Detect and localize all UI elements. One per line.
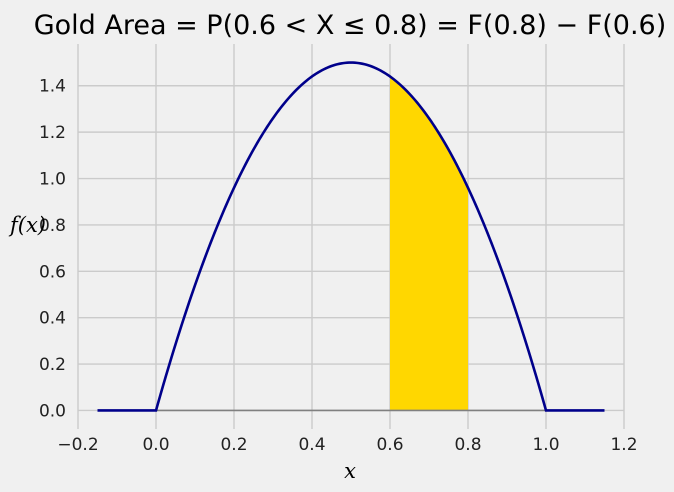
y-tick-label: 0.0 <box>39 401 66 421</box>
y-tick-label: 0.4 <box>39 309 66 329</box>
y-tick-labels: 0.0 0.2 0.4 0.6 0.8 1.0 1.2 1.4 <box>39 77 66 422</box>
grid <box>77 44 625 429</box>
y-tick-label: 1.4 <box>39 77 66 97</box>
x-tick-label: 0.4 <box>298 435 325 455</box>
chart-title: Gold Area = P(0.6 < X ≤ 0.8) = F(0.8) − … <box>34 10 667 41</box>
x-axis-label: x <box>344 459 356 483</box>
y-tick-label: 0.8 <box>39 216 66 236</box>
y-tick-label: 1.0 <box>39 170 66 190</box>
x-tick-label: 0.6 <box>376 435 403 455</box>
y-tick-label: 0.2 <box>39 355 66 375</box>
x-tick-label: 0.8 <box>454 435 481 455</box>
x-tick-label: 1.2 <box>610 435 637 455</box>
x-tick-labels: −0.2 0.0 0.2 0.4 0.6 0.8 1.0 1.2 <box>57 435 637 455</box>
density-curve <box>97 61 605 412</box>
x-tick-label: −0.2 <box>57 435 98 455</box>
x-tick-label: 0.0 <box>142 435 169 455</box>
y-axis-label: f(x) <box>8 213 46 237</box>
y-tick-label: 1.2 <box>39 123 66 143</box>
gold-shaded-area <box>390 76 468 411</box>
x-tick-label: 1.0 <box>532 435 559 455</box>
y-tick-label: 0.6 <box>39 262 66 282</box>
x-tick-label: 0.2 <box>220 435 247 455</box>
